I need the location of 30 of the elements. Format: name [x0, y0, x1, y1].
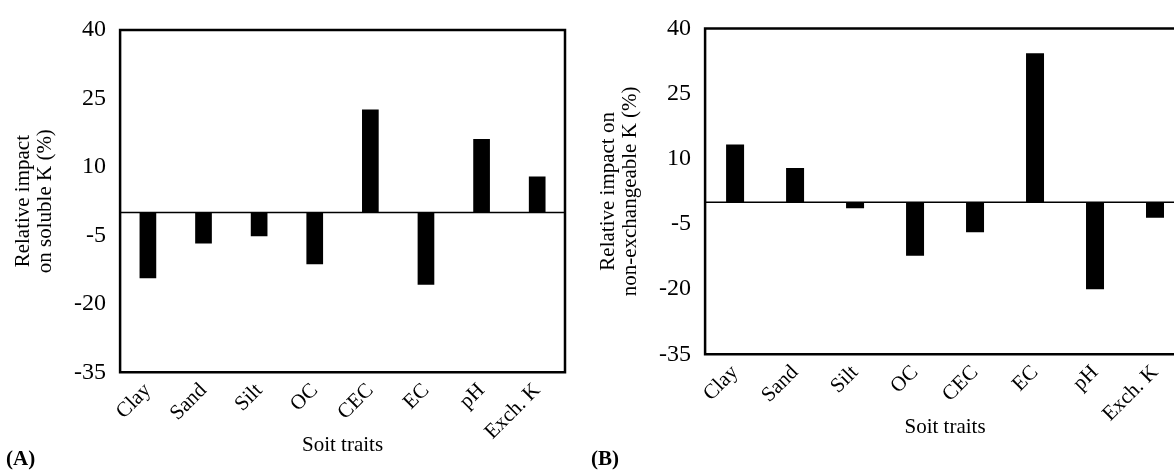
- x-tick-label: OC: [284, 377, 323, 416]
- x-tick-label: CEC: [331, 377, 378, 424]
- y-tick-label: -35: [659, 339, 692, 366]
- x-tick-label: Silt: [228, 377, 267, 416]
- x-tick-label: Clay: [110, 377, 156, 423]
- y-tick-label: 10: [82, 152, 107, 179]
- y-tick-label: 25: [82, 83, 107, 110]
- x-axis-title: Soit traits: [302, 431, 384, 456]
- y-tick-label: -20: [74, 289, 107, 316]
- y-tick-label: 25: [667, 78, 692, 105]
- x-tick-label: CEC: [936, 359, 983, 406]
- x-axis-title: Soit traits: [904, 413, 986, 438]
- x-tick-label: pH: [1067, 359, 1103, 395]
- y-tick-label: -20: [659, 274, 692, 301]
- y-tick-label: -5: [671, 209, 692, 236]
- x-tick-label: pH: [453, 377, 490, 413]
- x-tick-label: EC: [397, 377, 434, 414]
- y-tick-label: 10: [667, 144, 692, 171]
- y-tick-label: 40: [667, 13, 692, 40]
- y-tick-label: -35: [74, 357, 107, 384]
- x-tick-label: EC: [1006, 359, 1043, 396]
- text: (A): [6, 445, 36, 470]
- y-axis-title: Relative impact on soluble K (%): [9, 129, 56, 274]
- y-axis-title: Relative impact on non-exchangeable K (%): [594, 86, 641, 297]
- text: (B): [591, 445, 619, 470]
- x-tick-label: OC: [884, 359, 923, 398]
- y-tick-label: 40: [82, 15, 107, 42]
- y-tick-label: -5: [86, 220, 107, 247]
- x-tick-label: Silt: [824, 359, 863, 398]
- x-tick-label: Clay: [697, 359, 743, 405]
